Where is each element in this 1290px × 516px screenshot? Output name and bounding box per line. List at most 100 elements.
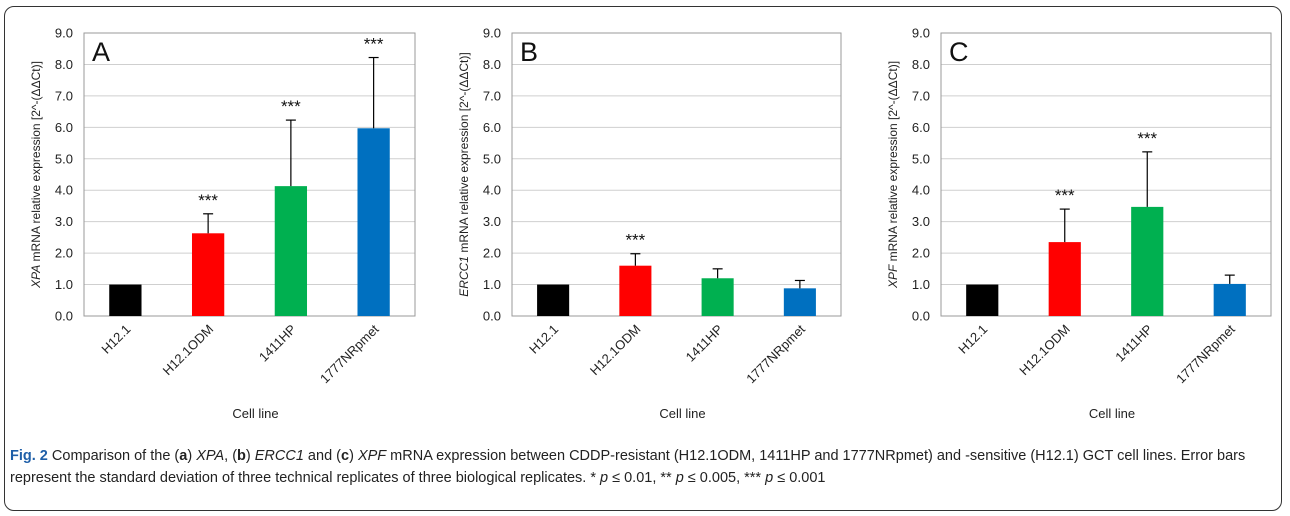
caption-gene-xpa: XPA xyxy=(196,448,225,464)
y-tick-label: 6.0 xyxy=(483,120,501,135)
y-tick-label: 6.0 xyxy=(912,120,930,135)
caption-p-symbol: p xyxy=(675,470,684,486)
bar xyxy=(274,186,308,316)
caption-panel-a: a xyxy=(179,448,188,464)
y-axis-label: ERCC1 mRNA relative expression [2^-(ΔΔCt… xyxy=(457,52,471,296)
y-axis-label: XPF mRNA relative expression [2^-(ΔΔCt)] xyxy=(886,61,900,289)
caption-text: ≤ 0.005, *** xyxy=(683,470,766,486)
y-tick-label: 8.0 xyxy=(483,57,501,72)
panel-label: B xyxy=(520,37,538,67)
y-tick-label: 2.0 xyxy=(912,246,930,261)
y-tick-label: 3.0 xyxy=(483,214,501,229)
x-tick-label: H12.1ODM xyxy=(160,322,217,379)
y-axis-gene-name: ERCC1 xyxy=(457,256,471,297)
x-axis-label: Cell line xyxy=(1089,406,1135,421)
x-tick-label: 1777NRpmet xyxy=(743,321,808,386)
figure-frame xyxy=(4,6,1282,511)
y-tick-label: 3.0 xyxy=(55,214,73,229)
bar xyxy=(1213,283,1246,316)
y-tick-label: 4.0 xyxy=(483,183,501,198)
x-axis-label: Cell line xyxy=(232,406,278,421)
y-tick-label: 5.0 xyxy=(55,151,73,166)
x-axis-label: Cell line xyxy=(659,406,705,421)
y-tick-label: 7.0 xyxy=(912,88,930,103)
y-tick-label: 8.0 xyxy=(912,57,930,72)
y-tick-label: 2.0 xyxy=(55,246,73,261)
y-tick-label: 1.0 xyxy=(483,277,501,292)
significance-label: *** xyxy=(1137,129,1157,148)
chart-panel-a: 0.0 1.0 2.0 3.0 4.0 5.0 6.0 7.0 8.0 9.0 H12.1 *** H1… xyxy=(29,26,416,421)
panel-label: C xyxy=(949,37,969,67)
caption-gene-ercc1: ERCC1 xyxy=(254,448,304,464)
y-tick-label: 5.0 xyxy=(483,151,501,166)
caption-text: , ( xyxy=(224,448,238,464)
bar xyxy=(966,284,999,316)
y-axis-label: XPA mRNA relative expression [2^-(ΔΔCt)] xyxy=(29,61,43,289)
caption-text: mRNA expression between CDDP-resistant (… xyxy=(10,448,1246,486)
x-tick-label: 1411HP xyxy=(683,322,726,365)
significance-label: *** xyxy=(1055,186,1075,205)
panel-label: A xyxy=(92,37,110,67)
caption-text: ≤ 0.001 xyxy=(773,470,826,486)
caption-p-symbol: p xyxy=(600,470,609,486)
caption-panel-b: b xyxy=(237,448,246,464)
chart-panel-c: 0.0 1.0 2.0 3.0 4.0 5.0 6.0 7.0 8.0 9.0 H12.1 *** H1… xyxy=(886,26,1272,421)
y-tick-label: 2.0 xyxy=(483,246,501,261)
y-axis-label-text: mRNA relative expression [2^-(ΔΔCt)] xyxy=(457,52,471,256)
bar xyxy=(537,284,570,316)
caption-label: Fig. 2 xyxy=(10,448,48,464)
y-tick-label: 9.0 xyxy=(912,26,930,41)
y-tick-label: 5.0 xyxy=(912,151,930,166)
y-tick-label: 1.0 xyxy=(55,277,73,292)
chart-area: 0.0 1.0 2.0 3.0 4.0 5.0 6.0 7.0 8.0 9.0 H12.1 *** H1… xyxy=(29,26,1272,421)
y-tick-label: 0.0 xyxy=(55,309,73,324)
caption-panel-c: c xyxy=(341,448,350,464)
x-tick-label: H12.1 xyxy=(526,322,561,357)
plot-border xyxy=(940,32,1272,317)
significance-label: *** xyxy=(198,191,218,210)
y-axis-gene-name: XPA xyxy=(29,265,43,289)
x-tick-label: 1777NRpmet xyxy=(317,321,382,386)
figure-caption: Fig. 2 Comparison of the (a) XPA, (b) ER… xyxy=(10,445,1270,489)
y-tick-label: 7.0 xyxy=(483,88,501,103)
y-tick-label: 7.0 xyxy=(55,88,73,103)
bar xyxy=(619,265,652,316)
y-tick-label: 9.0 xyxy=(483,26,501,41)
y-tick-label: 9.0 xyxy=(55,26,73,41)
x-tick-label: 1411HP xyxy=(1112,322,1155,365)
x-tick-label: H12.1ODM xyxy=(587,322,644,379)
bar xyxy=(191,233,225,316)
y-tick-label: 8.0 xyxy=(55,57,73,72)
y-tick-label: 0.0 xyxy=(912,309,930,324)
bar xyxy=(1048,242,1081,316)
caption-text: ) xyxy=(349,448,358,464)
bar xyxy=(701,278,734,316)
x-tick-label: 1777NRpmet xyxy=(1173,321,1238,386)
y-tick-label: 4.0 xyxy=(912,183,930,198)
y-axis-label-text: mRNA relative expression [2^-(ΔΔCt)] xyxy=(886,61,900,265)
plot-border xyxy=(511,32,842,317)
caption-text: Comparison of the ( xyxy=(47,448,180,464)
significance-label: *** xyxy=(281,97,301,116)
y-tick-label: 1.0 xyxy=(912,277,930,292)
y-axis-gene-name: XPF xyxy=(886,264,900,289)
bar xyxy=(1131,206,1164,316)
bar xyxy=(109,284,142,316)
plot-border xyxy=(83,32,416,317)
y-tick-label: 0.0 xyxy=(483,309,501,324)
caption-text: ) xyxy=(245,448,255,464)
significance-label: *** xyxy=(364,35,384,54)
x-tick-label: H12.1ODM xyxy=(1016,322,1073,379)
significance-label: *** xyxy=(625,231,645,250)
x-tick-label: 1411HP xyxy=(256,322,299,365)
y-axis-label-text: mRNA relative expression [2^-(ΔΔCt)] xyxy=(29,61,43,265)
y-tick-label: 6.0 xyxy=(55,120,73,135)
caption-gene-xpf: XPF xyxy=(357,448,387,464)
x-tick-label: H12.1 xyxy=(955,322,990,357)
caption-text: ) xyxy=(187,448,197,464)
caption-p-symbol: p xyxy=(765,470,774,486)
x-tick-label: H12.1 xyxy=(98,322,133,357)
y-tick-label: 4.0 xyxy=(55,183,73,198)
chart-panel-b: 0.0 1.0 2.0 3.0 4.0 5.0 6.0 7.0 8.0 9.0 H12.1 *** H1… xyxy=(457,26,842,421)
caption-text: ≤ 0.01, ** xyxy=(608,470,676,486)
